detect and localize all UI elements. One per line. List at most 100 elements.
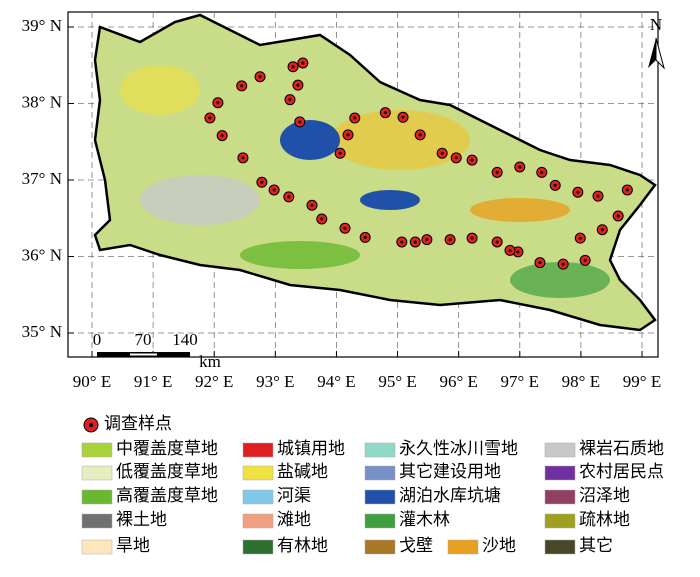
sample-point-center [440,151,444,155]
lat-tick-label: 37° N [22,169,62,188]
legend-label: 有林地 [277,536,328,555]
legend-label: 调查样点 [104,414,172,433]
legend-label: 滩地 [277,510,311,529]
lat-tick-label: 36° N [22,245,62,264]
sample-point-center [298,120,302,124]
lon-tick-label: 93° E [256,372,294,391]
sample-point-center [540,170,544,174]
legend-swatch [364,465,396,481]
lat-tick-label: 38° N [22,92,62,111]
sample-point-center [220,134,224,138]
legend-swatch [544,465,576,481]
legend-label: 河渠 [277,486,311,505]
sample-points [204,57,633,270]
legend-label: 沼泽地 [579,486,630,505]
legend-label: 其它建设用地 [399,462,501,481]
legend-swatch [81,489,113,505]
legend-label: 盐碱地 [277,462,328,481]
sample-point-center [578,236,582,240]
sample-point-center [401,115,405,119]
sample-point-center [583,258,587,262]
land-cover-patches [120,65,610,298]
sample-point-center [596,194,600,198]
sample-point-center [495,170,499,174]
north-label: N [650,15,662,34]
legend-label: 高覆盖度草地 [116,486,218,505]
sample-point-center [240,84,244,88]
sample-point-center [291,65,295,69]
legend-swatch [544,513,576,529]
sample-point-center [343,226,347,230]
legend-label: 戈壁 [399,536,433,555]
legend-label: 湖泊水库坑塘 [399,486,501,505]
sample-point-center [425,238,429,242]
legend-label: 城镇用地 [277,439,345,458]
sample-point-center [538,261,542,265]
sample-point-center [418,133,422,137]
legend-label: 裸土地 [116,510,167,529]
legend-swatch [81,465,113,481]
legend-label: 沙地 [482,536,516,555]
legend-label: 农村居民点 [579,462,664,481]
legend-swatch [242,489,274,505]
legend-label: 旱地 [116,536,150,555]
legend-label: 疏林地 [579,510,630,529]
legend-swatch [81,539,113,555]
sample-point-center [241,156,245,160]
sample-point-center [454,156,458,160]
scale-label: 0 [93,330,102,349]
scale-unit: km [199,352,221,371]
legend-swatch [242,442,274,458]
sample-point-center [363,235,367,239]
sample-point-center [508,248,512,252]
scale-bar: 0 70 140 km [93,330,221,371]
lat-tick-label: 39° N [22,16,62,35]
north-arrow: N [648,15,665,70]
legend-swatch [364,442,396,458]
sample-point-center [413,240,417,244]
sample-point-center [320,217,324,221]
sample-point-center [470,236,474,240]
legend-label: 灌木林 [399,510,450,529]
legend-swatch [364,489,396,505]
legend-swatch [242,513,274,529]
sample-point-center [338,151,342,155]
legend-label: 裸岩石质地 [579,439,664,458]
sample-point-center [296,83,300,87]
sample-point-center [518,165,522,169]
sample-point-center [561,262,565,266]
legend-label: 永久性冰川雪地 [399,439,518,458]
sample-point-center [353,116,357,120]
sample-point-center [346,133,350,137]
sample-point-center [287,195,291,199]
legend-swatch [242,465,274,481]
sample-point-center [301,61,305,65]
sample-point-center [576,190,580,194]
sample-point-center [310,203,314,207]
lon-tick-label: 90° E [73,372,111,391]
sample-point-center [553,183,557,187]
scale-label: 70 [135,330,152,349]
sample-point-center [495,240,499,244]
legend-swatch [364,539,396,555]
lon-tick-label: 95° E [378,372,416,391]
sample-point-center [470,158,474,162]
legend-swatch [364,513,396,529]
legend-swatch [447,539,479,555]
sample-point-center [400,240,404,244]
lon-tick-label: 98° E [562,372,600,391]
sample-point-center [625,188,629,192]
lon-tick-label: 91° E [134,372,172,391]
legend-label: 其它 [579,536,613,555]
sample-point-center [260,180,264,184]
legend-swatch [544,539,576,555]
sample-point-center [616,214,620,218]
sample-point-center [272,188,276,192]
scale-label: 140 [172,330,198,349]
legend-swatch [81,442,113,458]
sample-point-center [600,228,604,232]
lat-tick-label: 35° N [22,322,62,341]
